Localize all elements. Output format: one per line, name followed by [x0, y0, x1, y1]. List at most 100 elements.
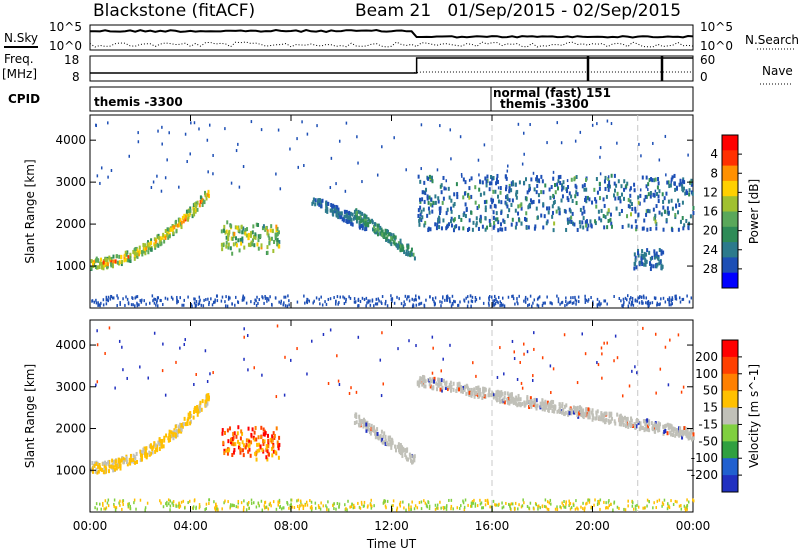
sparse-echo-mark: [179, 346, 181, 350]
ground-scatter-mark: [283, 506, 285, 510]
echo-mark: [548, 206, 551, 211]
ground-scatter-mark: [471, 295, 474, 299]
echo-mark: [350, 217, 353, 222]
ground-scatter-mark: [384, 302, 387, 306]
echo-mark: [561, 404, 564, 409]
echo-mark: [226, 451, 229, 456]
echo-mark: [666, 180, 669, 185]
echo-mark: [272, 431, 275, 436]
ground-scatter-mark: [484, 503, 487, 507]
ground-scatter-mark: [481, 506, 483, 510]
echo-mark: [510, 188, 513, 193]
ground-scatter-mark: [569, 501, 572, 505]
ground-scatter-mark: [214, 298, 216, 302]
echo-mark: [481, 395, 484, 400]
echo-mark: [473, 390, 476, 395]
ground-scatter-mark: [253, 501, 255, 505]
ground-scatter-mark: [151, 294, 154, 298]
echo-mark: [660, 212, 663, 217]
echo-mark: [408, 252, 411, 257]
echo-mark: [241, 440, 244, 445]
ground-scatter-mark: [288, 506, 290, 510]
echo-mark: [232, 442, 235, 447]
ground-scatter-mark: [322, 504, 325, 508]
echo-mark: [237, 227, 240, 232]
ground-scatter-mark: [533, 298, 536, 302]
echo-mark: [449, 388, 452, 393]
echo-mark: [645, 212, 648, 217]
ground-scatter-mark: [304, 503, 306, 507]
sparse-echo-mark: [445, 179, 448, 183]
echo-mark: [651, 178, 654, 183]
echo-mark: [692, 436, 695, 441]
colorbar-swatch: [722, 373, 738, 392]
echo-mark: [478, 394, 481, 399]
echo-mark: [521, 401, 524, 406]
echo-mark: [630, 418, 633, 423]
ground-scatter-mark: [255, 303, 258, 307]
echo-mark: [475, 390, 478, 395]
ground-scatter-mark: [119, 301, 121, 305]
ground-scatter-mark: [178, 501, 180, 505]
ground-scatter-mark: [420, 301, 423, 305]
echo-mark: [275, 426, 278, 431]
echo-mark: [437, 219, 440, 224]
echo-mark: [180, 423, 183, 428]
echo-mark: [575, 201, 578, 206]
ground-scatter-mark: [182, 499, 185, 503]
echo-mark: [244, 445, 247, 450]
ground-scatter-mark: [427, 500, 429, 504]
echo-mark: [477, 204, 480, 209]
echo-mark: [168, 429, 171, 434]
echo-mark: [114, 463, 117, 468]
ground-scatter-mark: [145, 302, 147, 306]
ground-scatter-mark: [459, 300, 461, 304]
echo-mark: [530, 402, 533, 407]
echo-mark: [690, 437, 693, 442]
ground-scatter-mark: [231, 302, 233, 306]
echo-mark: [622, 422, 625, 427]
echo-mark: [418, 222, 421, 227]
echo-mark: [200, 198, 203, 203]
echo-mark: [655, 204, 658, 209]
echo-mark: [417, 174, 420, 179]
echo-mark: [324, 208, 327, 213]
ground-scatter-mark: [551, 302, 553, 306]
echo-mark: [102, 461, 105, 466]
echo-mark: [368, 429, 371, 434]
echo-mark: [355, 414, 358, 419]
echo-mark: [570, 220, 573, 225]
ground-scatter-mark: [229, 506, 231, 510]
ground-scatter-mark: [434, 507, 437, 511]
y-tick-label: 3000: [55, 175, 86, 189]
sparse-echo-mark: [235, 149, 238, 153]
ground-scatter-mark: [505, 501, 507, 505]
echo-mark: [505, 187, 508, 192]
echo-mark: [595, 204, 598, 209]
echo-mark: [129, 252, 132, 257]
echo-mark: [106, 264, 109, 269]
echo-mark: [566, 217, 569, 222]
echo-mark: [523, 216, 526, 221]
echo-mark: [184, 217, 187, 222]
ground-scatter-mark: [250, 300, 252, 304]
ground-scatter-mark: [208, 498, 210, 502]
sparse-echo-mark: [376, 173, 379, 177]
echo-mark: [366, 423, 369, 428]
echo-mark: [503, 400, 506, 405]
echo-mark: [230, 224, 233, 229]
echo-mark: [568, 219, 571, 224]
ground-scatter-mark: [164, 296, 167, 300]
ground-scatter-mark: [365, 304, 367, 308]
echo-mark: [172, 230, 175, 235]
echo-mark: [652, 424, 655, 429]
echo-mark: [440, 382, 443, 387]
echo-mark: [419, 377, 422, 382]
echo-mark: [688, 192, 691, 197]
sparse-echo-mark: [549, 364, 552, 368]
echo-mark: [529, 396, 532, 401]
echo-mark: [95, 461, 98, 466]
sparse-echo-mark: [664, 134, 667, 138]
echo-mark: [231, 437, 234, 442]
echo-mark: [496, 389, 499, 394]
